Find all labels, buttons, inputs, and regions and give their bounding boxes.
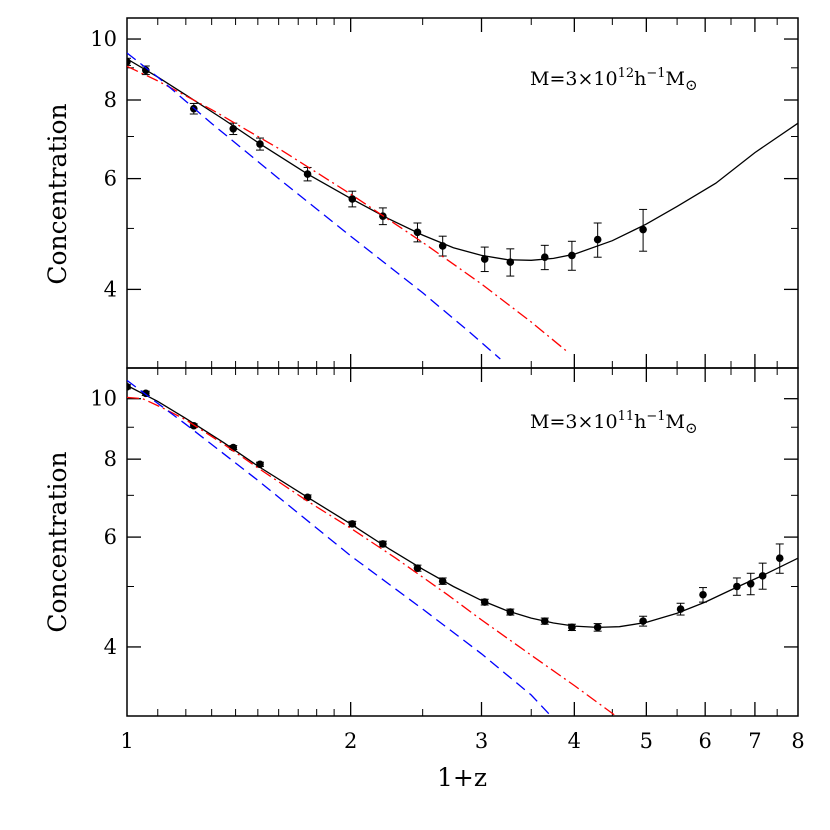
x-tick-label: 6	[698, 729, 711, 753]
top-panel: 4 6 8 10 M=3×1012h−1M⊙ Concentration	[43, 17, 799, 369]
x-tick-label: 4	[568, 729, 581, 753]
bottom-y-tick-label: 6	[104, 525, 117, 549]
top-data-region	[127, 52, 798, 360]
top-red-model-curve	[127, 65, 569, 353]
bottom-y-tick-label: 8	[104, 447, 117, 471]
bottom-y-tick-label: 10	[90, 387, 117, 411]
bottom-red-model-curve	[127, 396, 617, 716]
top-y-tick-label: 4	[104, 277, 117, 301]
x-tick-label: 3	[475, 729, 488, 753]
x-axis-title: 1+z	[437, 763, 487, 792]
bottom-panel-ylabel: Concentration	[43, 451, 72, 632]
top-y-tick-label: 8	[104, 88, 117, 112]
top-panel-frame	[126, 17, 799, 369]
top-y-tick-label: 6	[104, 167, 117, 191]
x-tick-label: 7	[748, 729, 761, 753]
top-panel-mass-label: M=3×1012h−1M⊙	[530, 66, 698, 94]
bottom-y-tick-label: 4	[104, 635, 117, 659]
bottom-blue-model-curve	[127, 379, 552, 716]
top-data-point	[568, 251, 576, 260]
bottom-data-point	[775, 554, 784, 563]
bottom-fit-curve	[127, 384, 798, 629]
x-tick-label: 1	[120, 729, 133, 753]
top-y-tick-label: 10	[90, 27, 117, 51]
bottom-panel-mass-label: M=3×1011h−1M⊙	[530, 409, 698, 437]
bottom-data-point	[699, 590, 707, 599]
top-blue-model-curve	[127, 52, 501, 360]
bottom-panel-frame	[126, 367, 799, 717]
top-fit-curve	[127, 58, 798, 261]
top-data-point	[639, 225, 647, 234]
x-tick-label: 5	[640, 729, 653, 753]
x-tick-label: 2	[344, 729, 357, 753]
bottom-data-point	[413, 564, 422, 572]
x-tick-label: 8	[791, 729, 804, 753]
top-data-point	[480, 255, 489, 263]
top-panel-ylabel: Concentration	[43, 103, 72, 284]
top-data-point	[593, 235, 602, 244]
bottom-data-region	[127, 379, 798, 716]
